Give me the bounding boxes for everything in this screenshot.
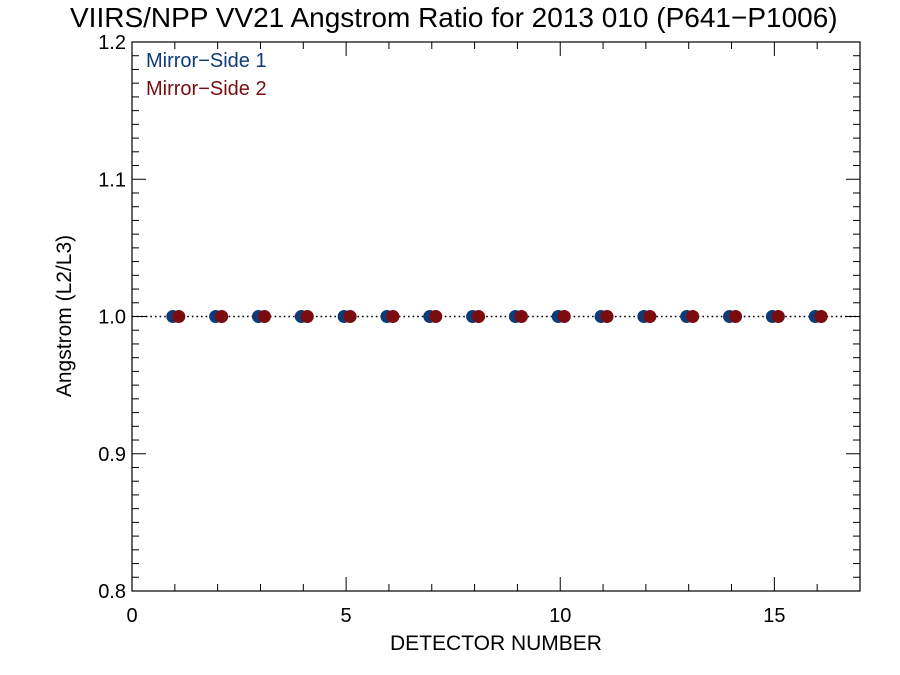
data-point-series-2 (386, 310, 400, 323)
chart-title: VIIRS/NPP VV21 Angstrom Ratio for 2013 0… (70, 2, 838, 33)
data-point-series-2 (172, 310, 186, 323)
data-point-series-2 (343, 310, 357, 323)
axis-tick-labels: 0 5 10 15 0.8 0.9 1.0 1.1 1.2 (98, 32, 785, 627)
data-point-series-2 (771, 310, 785, 323)
y-axis-label: Angstrom (L2/L3) (53, 235, 76, 397)
axis-ticks (131, 41, 861, 592)
data-point-series-2 (643, 310, 657, 323)
data-point-series-2 (729, 310, 743, 323)
legend: Mirror−Side 1 Mirror−Side 2 (146, 50, 267, 100)
x-tick-label: 10 (549, 605, 571, 627)
data-point-series-2 (514, 310, 528, 323)
data-point-series-2 (257, 310, 271, 323)
x-tick-label: 15 (763, 605, 785, 627)
x-tick-label: 0 (126, 605, 137, 627)
data-point-series-2 (600, 310, 614, 323)
data-point-series-2 (429, 310, 443, 323)
y-tick-label: 0.8 (98, 581, 126, 603)
data-point-series-2 (686, 310, 700, 323)
data-point-series-2 (557, 310, 571, 323)
data-point-series-2 (215, 310, 229, 323)
x-tick-label: 5 (341, 605, 352, 627)
y-tick-label: 1.2 (98, 32, 126, 54)
y-tick-label: 0.9 (98, 444, 126, 466)
data-points (166, 310, 828, 323)
data-point-series-2 (300, 310, 314, 323)
x-axis-label: DETECTOR NUMBER (390, 632, 602, 655)
y-tick-label: 1.0 (98, 307, 126, 329)
y-tick-label: 1.1 (98, 169, 126, 191)
data-point-series-2 (814, 310, 828, 323)
legend-entry-series-2: Mirror−Side 2 (146, 78, 267, 100)
legend-entry-series-1: Mirror−Side 1 (146, 50, 267, 72)
data-point-series-2 (472, 310, 486, 323)
